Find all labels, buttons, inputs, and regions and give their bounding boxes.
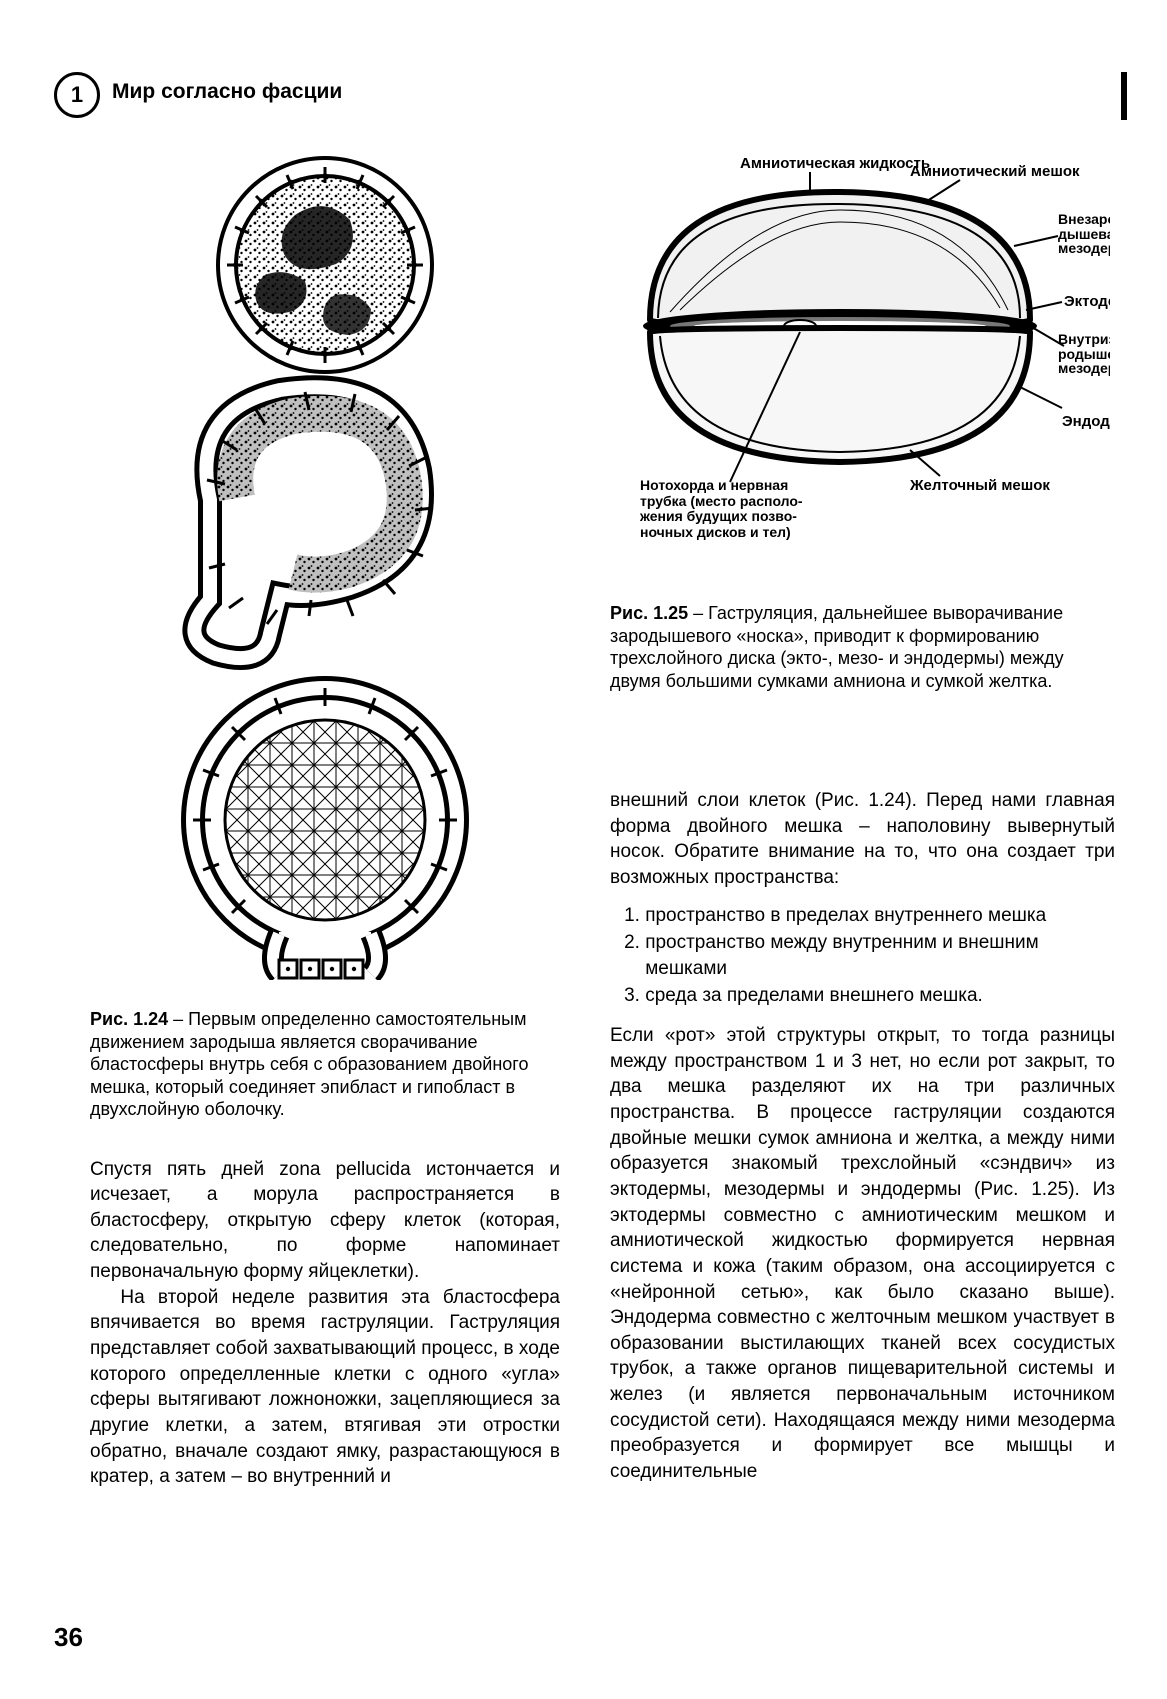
list-item: пространство между внутренним и внешним …: [645, 930, 1115, 981]
label-ectoderm: Эктодерма: [1064, 293, 1110, 310]
chapter-marker: 1: [54, 72, 100, 118]
figure-1-24: [135, 150, 515, 980]
label-amniotic-fluid: Амниотическая жидкость: [740, 155, 930, 172]
right-p1: внешний слои клеток (Рис. 1.24). Перед н…: [610, 788, 1115, 891]
label-intra-mesoderm: Внутриза-родышеваямезодерма: [1058, 332, 1110, 376]
label-notochord: Нотохорда и нервнаятрубка (место располо…: [640, 478, 803, 540]
label-amniotic-sac: Амниотический мешок: [910, 163, 1080, 180]
left-p2: На второй неделе развития эта бластосфер…: [90, 1285, 560, 1490]
left-p1: Спустя пять дней zona pellucida истончае…: [90, 1157, 560, 1285]
list-item: пространство в пределах внутреннего мешк…: [645, 903, 1115, 929]
figure-1-25-lead: Рис. 1.25: [610, 603, 688, 623]
page-edge-mark: [1121, 72, 1127, 120]
right-column-text: внешний слои клеток (Рис. 1.24). Перед н…: [610, 788, 1115, 891]
right-p2: Если «рот» этой структуры открыт, то тог…: [610, 1023, 1115, 1485]
figure-1-24-caption: Рис. 1.24 – Первым определенно самостоят…: [90, 1008, 560, 1121]
list-item: среда за пределами внешнего мешка.: [645, 983, 1115, 1009]
spaces-list: пространство в пределах внутреннего мешк…: [610, 903, 1115, 1010]
running-head: Мир согласно фасции: [112, 80, 342, 104]
figure-1-25: Амниотическая жидкость Амниотический меш…: [610, 150, 1110, 580]
page-number: 36: [54, 1622, 83, 1653]
label-extra-mesoderm: Внезаро-дышеваямезодерма: [1058, 212, 1110, 256]
left-column-text: Спустя пять дней zona pellucida истончае…: [90, 1157, 560, 1490]
figure-1-25-caption: Рис. 1.25 – Гаструляция, дальнейшее выво…: [610, 602, 1115, 692]
label-yolk-sac: Желточный мешок: [909, 477, 1050, 494]
label-endoderm: Эндодерма: [1062, 413, 1110, 430]
figure-1-24-lead: Рис. 1.24: [90, 1009, 168, 1029]
